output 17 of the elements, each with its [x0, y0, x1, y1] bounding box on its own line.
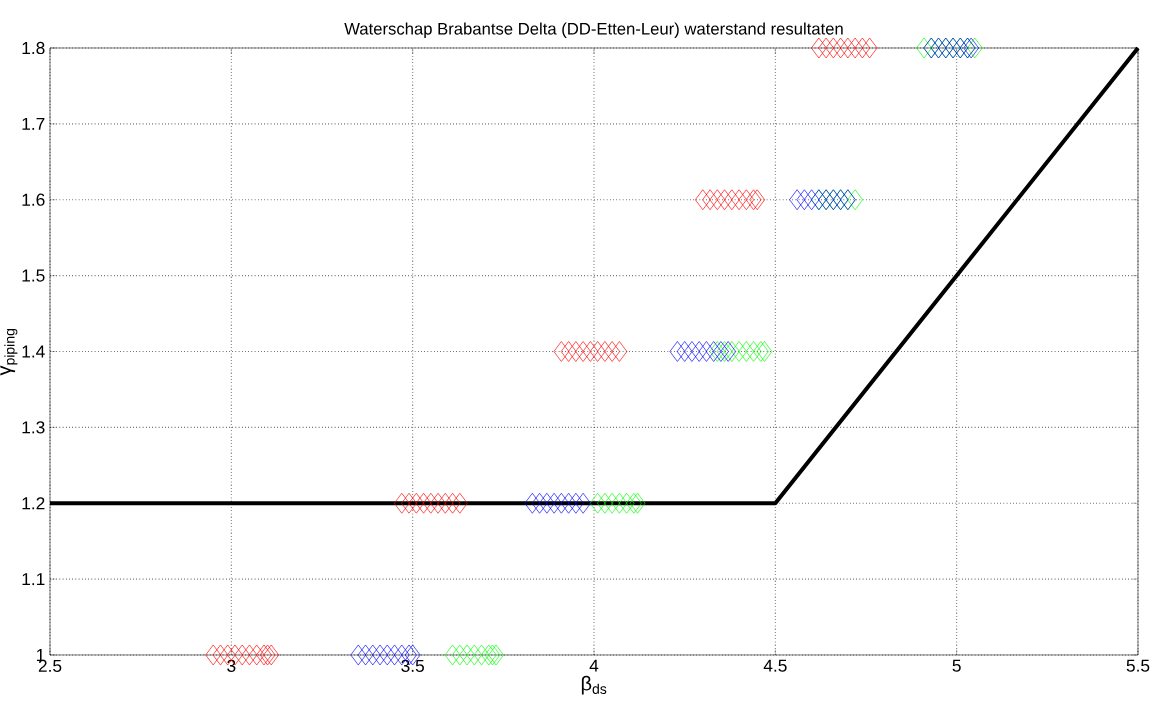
- y-tick-label: 1.2: [22, 497, 45, 510]
- y-tick-label: 1.4: [22, 345, 45, 358]
- x-tick-label: 4: [589, 659, 599, 672]
- y-tick-label: 1.6: [22, 193, 45, 206]
- y-tick-label: 1.5: [22, 269, 45, 282]
- y-tick-label: 1.8: [22, 41, 45, 55]
- x-tick-label: 5: [952, 659, 961, 672]
- x-tick-label: 5.5: [1126, 659, 1150, 672]
- x-axis-title: β$_{ds}$: [581, 675, 607, 695]
- y-tick-label: 1.1: [22, 573, 45, 586]
- y-tick-label: 1.7: [22, 117, 45, 130]
- y-tick-label: 1.3: [22, 421, 45, 434]
- chart-title: Waterschap Brabantse Delta (DD-Etten-Leur) waterstand resultaten: [344, 22, 843, 38]
- x-tick-label: 4.5: [763, 659, 787, 672]
- x-tick-label: 3: [227, 659, 236, 672]
- y-axis-title: γ$_{piping}$: [0, 329, 18, 376]
- x-tick-label: 3.5: [401, 659, 424, 672]
